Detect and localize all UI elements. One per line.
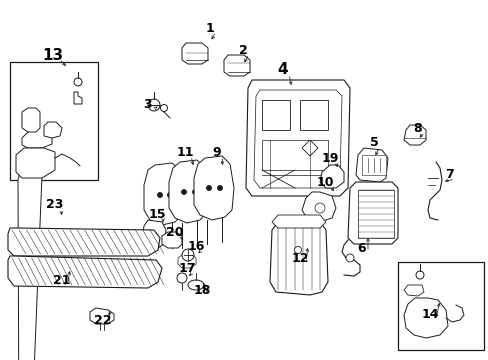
Polygon shape [90, 308, 114, 324]
Text: 3: 3 [143, 99, 152, 112]
Polygon shape [271, 215, 325, 228]
Text: 12: 12 [291, 252, 308, 265]
Polygon shape [143, 163, 183, 225]
Text: 22: 22 [94, 314, 112, 327]
Bar [361, 155, 385, 175]
Circle shape [217, 185, 222, 190]
Circle shape [160, 104, 167, 112]
Bar [397, 262, 483, 350]
Circle shape [415, 271, 423, 279]
Text: 9: 9 [212, 145, 221, 158]
Text: 17: 17 [178, 261, 195, 274]
Polygon shape [253, 90, 341, 188]
Polygon shape [403, 298, 447, 338]
Text: 2: 2 [238, 44, 247, 57]
Text: 10: 10 [316, 175, 333, 189]
Polygon shape [319, 165, 343, 188]
Circle shape [148, 99, 160, 111]
Polygon shape [74, 92, 82, 104]
Text: 21: 21 [53, 274, 71, 287]
Bar [10, 62, 98, 180]
Text: 8: 8 [413, 122, 422, 135]
Polygon shape [162, 232, 182, 248]
Circle shape [177, 273, 186, 283]
Circle shape [206, 185, 211, 190]
Text: 4: 4 [277, 63, 288, 77]
Text: 16: 16 [187, 239, 204, 252]
Text: 18: 18 [193, 284, 210, 297]
Text: 19: 19 [321, 152, 338, 165]
Polygon shape [403, 125, 425, 145]
Polygon shape [245, 80, 349, 196]
Polygon shape [44, 122, 62, 138]
Polygon shape [8, 228, 160, 256]
Polygon shape [347, 182, 397, 244]
Bar [299, 100, 327, 130]
Polygon shape [16, 148, 55, 178]
Polygon shape [302, 140, 317, 156]
Circle shape [181, 189, 186, 194]
Ellipse shape [187, 280, 203, 290]
Text: 23: 23 [46, 198, 63, 211]
Polygon shape [194, 156, 234, 220]
Polygon shape [18, 152, 52, 360]
Circle shape [294, 247, 301, 253]
Circle shape [157, 193, 162, 198]
Polygon shape [169, 160, 207, 223]
Text: 13: 13 [42, 48, 63, 63]
Polygon shape [22, 108, 40, 132]
Polygon shape [269, 222, 327, 295]
Text: 11: 11 [176, 145, 193, 158]
Text: 5: 5 [369, 136, 378, 149]
Bar [357, 190, 393, 238]
Polygon shape [8, 256, 162, 288]
Circle shape [346, 254, 353, 262]
Text: 1: 1 [205, 22, 214, 35]
Bar [262, 140, 327, 170]
Polygon shape [403, 285, 423, 296]
Polygon shape [18, 150, 32, 174]
Polygon shape [224, 55, 249, 76]
Polygon shape [142, 220, 165, 248]
Text: 15: 15 [148, 208, 165, 221]
Text: 7: 7 [444, 168, 452, 181]
Polygon shape [355, 148, 387, 182]
Circle shape [192, 189, 197, 194]
Text: 14: 14 [420, 309, 438, 321]
Circle shape [167, 193, 172, 198]
Text: 6: 6 [357, 242, 366, 255]
Text: 20: 20 [166, 225, 183, 238]
Bar [262, 100, 289, 130]
Polygon shape [302, 192, 335, 222]
Circle shape [182, 249, 194, 261]
Polygon shape [182, 43, 207, 64]
Circle shape [314, 203, 325, 213]
Circle shape [74, 78, 82, 86]
